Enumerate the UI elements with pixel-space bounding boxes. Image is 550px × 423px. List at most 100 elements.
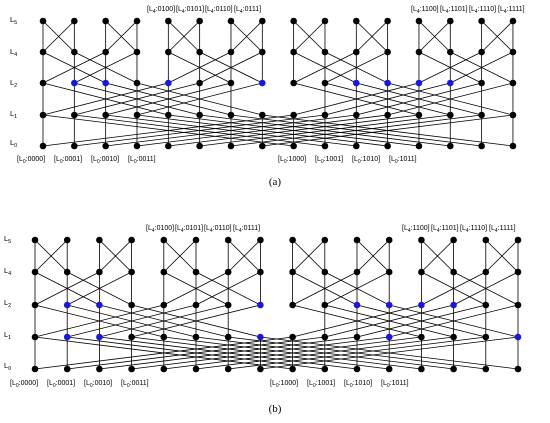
switch-node bbox=[509, 48, 517, 56]
port-label: [L0:1000] bbox=[270, 380, 298, 389]
switch-node bbox=[289, 333, 296, 341]
switch-node bbox=[227, 142, 235, 150]
switch-node-highlighted bbox=[257, 301, 264, 309]
switch-node bbox=[482, 365, 490, 373]
switch-node bbox=[259, 142, 266, 150]
level-label: L1 bbox=[4, 330, 11, 341]
port-label: [L0:0010] bbox=[84, 380, 112, 389]
port-label: [L0:1001] bbox=[307, 380, 335, 389]
link bbox=[485, 239, 519, 273]
switch-node-highlighted bbox=[63, 301, 71, 309]
link bbox=[227, 239, 261, 273]
switch-node bbox=[482, 301, 490, 309]
level-label: L0 bbox=[10, 138, 17, 149]
switch-node-highlighted bbox=[63, 333, 71, 341]
switch-node bbox=[385, 268, 393, 276]
link bbox=[356, 239, 390, 273]
switch-node bbox=[450, 236, 457, 244]
switch-node bbox=[482, 236, 490, 244]
switch-node bbox=[509, 142, 517, 150]
switch-node bbox=[96, 365, 103, 373]
switch-node bbox=[192, 365, 200, 373]
switch-node bbox=[192, 268, 200, 276]
switch-node bbox=[227, 17, 235, 25]
switch-node bbox=[289, 301, 296, 309]
switch-node bbox=[165, 17, 172, 25]
switch-node bbox=[353, 142, 360, 150]
switch-node bbox=[450, 365, 457, 373]
switch-node bbox=[133, 142, 141, 150]
switch-node bbox=[384, 111, 391, 119]
switch-node bbox=[446, 48, 454, 56]
link bbox=[356, 20, 388, 53]
switch-node bbox=[96, 268, 103, 276]
switch-node bbox=[450, 333, 457, 341]
level-label: L4 bbox=[4, 266, 11, 277]
port-label: [L0:0000] bbox=[10, 380, 38, 389]
link bbox=[34, 239, 68, 273]
switch-node bbox=[321, 236, 329, 244]
link bbox=[163, 239, 197, 273]
switch-node bbox=[384, 48, 391, 56]
switch-node bbox=[160, 301, 168, 309]
port-label: [L4:0101] bbox=[175, 225, 203, 234]
switch-node-highlighted bbox=[514, 333, 522, 341]
switch-node bbox=[160, 365, 168, 373]
switch-node bbox=[478, 17, 485, 25]
switch-node bbox=[102, 48, 109, 56]
port-label: [L4:0111] bbox=[233, 225, 260, 234]
switch-node bbox=[415, 17, 423, 25]
switch-node bbox=[478, 79, 485, 87]
switch-node bbox=[321, 333, 329, 341]
node-layer bbox=[31, 236, 522, 373]
switch-node bbox=[418, 236, 425, 244]
switch-node bbox=[353, 111, 360, 119]
switch-node bbox=[415, 142, 423, 150]
switch-node bbox=[196, 111, 203, 119]
switch-node bbox=[63, 236, 71, 244]
switch-node bbox=[446, 142, 454, 150]
switch-node bbox=[509, 79, 517, 87]
switch-node bbox=[133, 111, 141, 119]
switch-node bbox=[384, 142, 391, 150]
switch-node bbox=[385, 236, 393, 244]
switch-node bbox=[133, 79, 141, 87]
switch-node bbox=[478, 111, 485, 119]
switch-node-highlighted bbox=[71, 79, 78, 87]
port-label: [L0:0001] bbox=[47, 380, 75, 389]
link bbox=[421, 239, 454, 273]
switch-node bbox=[418, 333, 425, 341]
switch-node-highlighted bbox=[96, 333, 103, 341]
switch-node bbox=[227, 111, 235, 119]
switch-node bbox=[509, 111, 517, 119]
switch-node-highlighted bbox=[257, 333, 264, 341]
switch-node bbox=[224, 365, 232, 373]
link bbox=[105, 20, 138, 53]
switch-node bbox=[321, 268, 329, 276]
link bbox=[292, 239, 326, 273]
switch-node bbox=[257, 365, 264, 373]
switch-node bbox=[224, 268, 232, 276]
switch-node bbox=[71, 48, 78, 56]
switch-node-highlighted bbox=[446, 79, 454, 87]
port-label: [L0:1001] bbox=[315, 156, 343, 165]
port-label: [L0:1011] bbox=[389, 156, 417, 165]
switch-node bbox=[514, 301, 522, 309]
port-label: [L4:0100] bbox=[147, 6, 175, 15]
switch-node bbox=[289, 365, 296, 373]
switch-node bbox=[224, 236, 232, 244]
level-label: L5 bbox=[4, 234, 11, 245]
switch-node bbox=[353, 48, 360, 56]
switch-node bbox=[192, 301, 200, 309]
switch-node bbox=[257, 268, 264, 276]
link bbox=[42, 20, 75, 53]
level-label: L1 bbox=[10, 109, 17, 120]
port-label: [L4:1110] bbox=[469, 6, 496, 15]
port-label: [L0:1000] bbox=[278, 156, 306, 165]
switch-node-highlighted bbox=[384, 79, 391, 87]
switch-node bbox=[102, 142, 109, 150]
switch-node-highlighted bbox=[385, 301, 393, 309]
switch-node bbox=[259, 17, 266, 25]
switch-node bbox=[446, 111, 454, 119]
switch-node bbox=[289, 236, 296, 244]
